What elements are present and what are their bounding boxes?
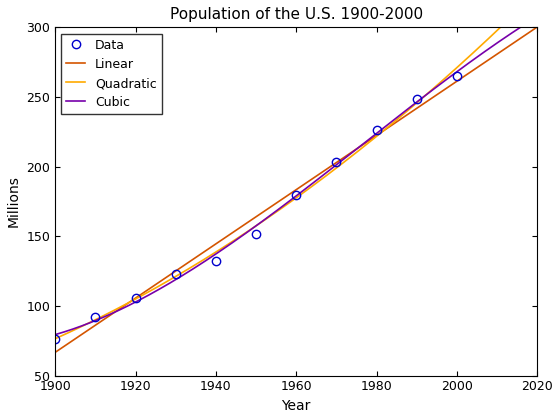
Data bbox=[333, 160, 340, 165]
Quadratic bbox=[281, 204, 287, 209]
Data bbox=[413, 96, 420, 101]
Linear bbox=[447, 83, 454, 88]
Data bbox=[454, 73, 460, 78]
X-axis label: Year: Year bbox=[282, 399, 311, 413]
Linear bbox=[52, 350, 59, 355]
Title: Population of the U.S. 1900-2000: Population of the U.S. 1900-2000 bbox=[170, 7, 423, 22]
Y-axis label: Millions: Millions bbox=[7, 176, 21, 227]
Data bbox=[172, 271, 179, 276]
Data bbox=[373, 127, 380, 132]
Linear bbox=[312, 174, 319, 179]
Data bbox=[52, 336, 59, 341]
Linear bbox=[339, 156, 346, 161]
Cubic bbox=[534, 14, 540, 19]
Data bbox=[132, 295, 139, 300]
Data bbox=[213, 259, 220, 264]
Line: Linear: Linear bbox=[55, 27, 537, 352]
Quadratic bbox=[284, 202, 291, 207]
Quadratic bbox=[52, 336, 59, 341]
Quadratic bbox=[522, 0, 529, 5]
Line: Cubic: Cubic bbox=[55, 17, 537, 335]
Data bbox=[253, 232, 259, 237]
Line: Quadratic: Quadratic bbox=[55, 0, 537, 339]
Linear bbox=[522, 32, 529, 37]
Cubic bbox=[52, 332, 59, 337]
Data bbox=[92, 314, 99, 319]
Linear bbox=[534, 24, 540, 29]
Cubic bbox=[447, 74, 454, 79]
Cubic bbox=[522, 21, 529, 26]
Quadratic bbox=[447, 71, 454, 76]
Cubic bbox=[312, 178, 319, 183]
Linear bbox=[284, 193, 291, 198]
Line: Data: Data bbox=[51, 71, 461, 343]
Cubic bbox=[284, 200, 291, 205]
Linear bbox=[281, 195, 287, 200]
Data bbox=[293, 193, 300, 198]
Cubic bbox=[281, 202, 287, 207]
Quadratic bbox=[339, 161, 346, 166]
Quadratic bbox=[312, 181, 319, 186]
Legend: Data, Linear, Quadratic, Cubic: Data, Linear, Quadratic, Cubic bbox=[62, 34, 162, 114]
Cubic bbox=[339, 158, 346, 163]
